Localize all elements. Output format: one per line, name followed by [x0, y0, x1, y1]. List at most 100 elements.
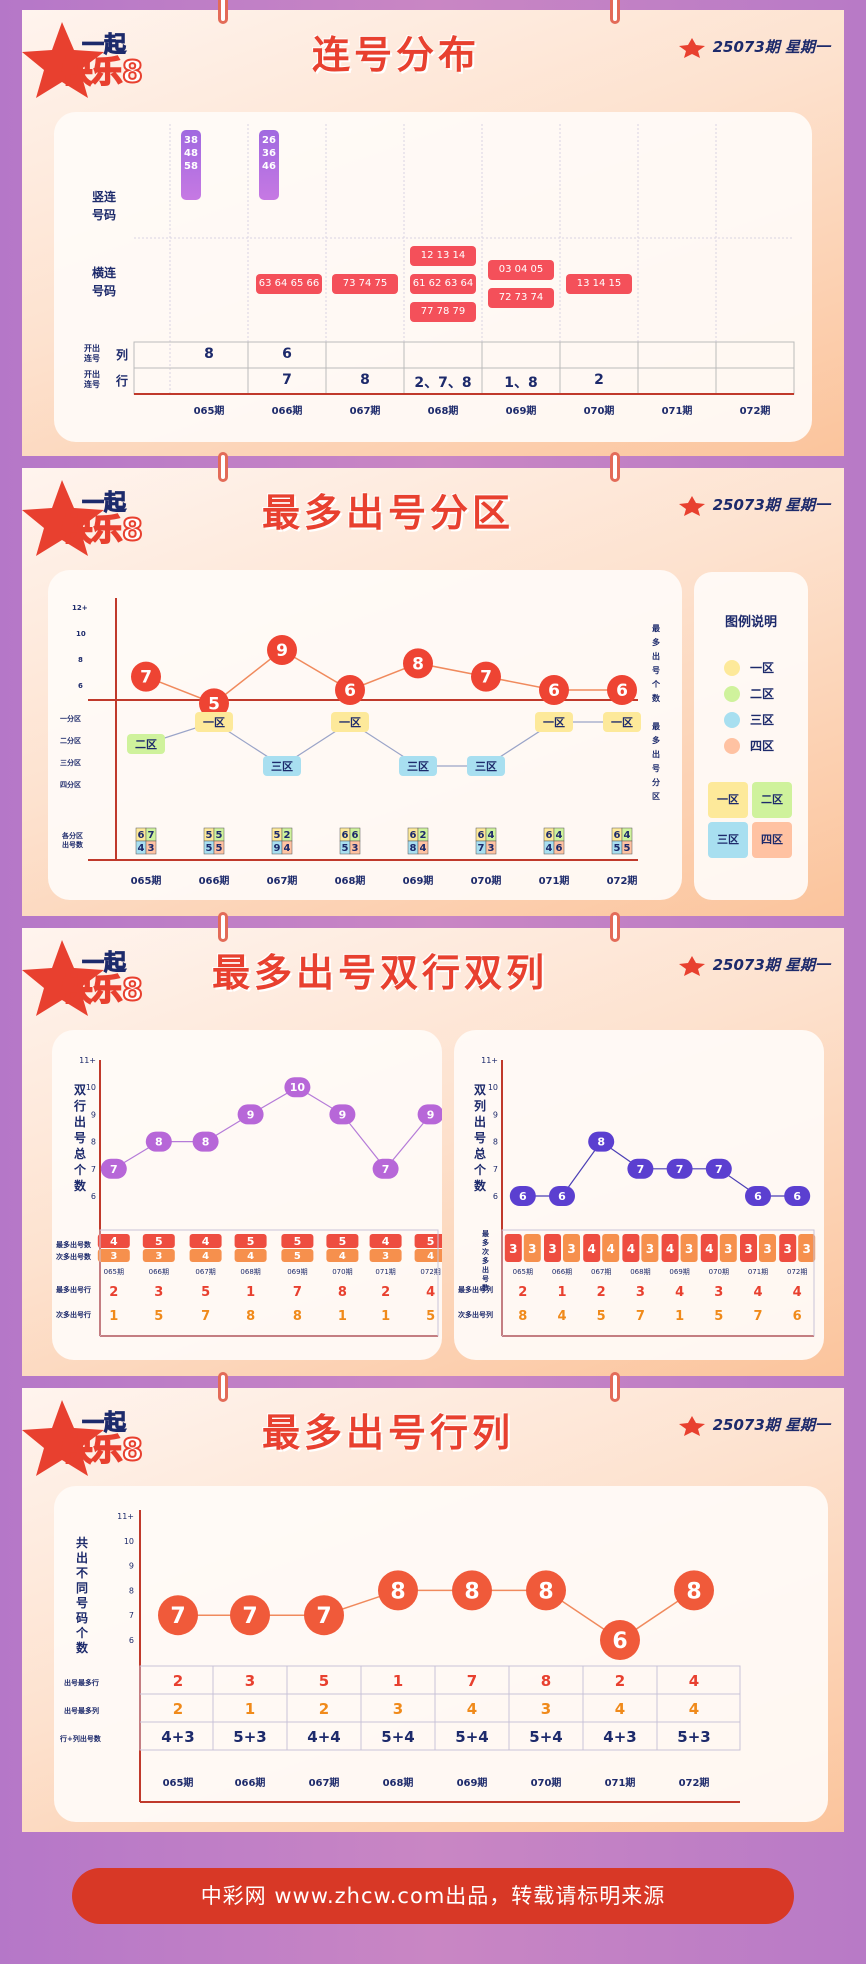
- row-value: 8: [360, 372, 370, 388]
- value-label: 8: [202, 1136, 210, 1149]
- row-value: 1、8: [504, 375, 538, 391]
- second-row: 5: [154, 1309, 163, 1324]
- legend-tile: 四区: [752, 822, 792, 858]
- most-col: 4: [467, 1700, 477, 1718]
- period-label: 065期: [193, 406, 225, 417]
- most-col: 4: [793, 1285, 802, 1300]
- y-tick: 8: [78, 656, 83, 664]
- most-row: 4: [426, 1285, 435, 1300]
- second-box: [142, 1249, 175, 1262]
- value-label: 8: [597, 1136, 605, 1149]
- zone-tag: [535, 712, 573, 732]
- value-marker: [145, 1131, 172, 1152]
- second-value: 3: [567, 1242, 575, 1256]
- row-col-sum: 5+4: [455, 1728, 488, 1746]
- second-label: 次多出号数: [56, 1253, 91, 1261]
- most-box: [779, 1234, 797, 1262]
- table-row: [139, 1665, 741, 1695]
- second-value: 3: [155, 1251, 162, 1262]
- section-title: 最多出号行列: [262, 1411, 515, 1455]
- svg-text:一起: 一起: [82, 491, 127, 516]
- side-label: 双列出号总个数: [474, 1083, 487, 1193]
- row-col-sum: 5+3: [233, 1728, 266, 1746]
- period-label: 071期: [748, 1268, 768, 1276]
- count-value: 5: [208, 694, 220, 714]
- zone-count: 6: [546, 830, 553, 841]
- period-label: 069期: [505, 406, 537, 417]
- period-label: 072期: [679, 1776, 710, 1789]
- period-label: 071期: [375, 1268, 395, 1276]
- zone-count: 5: [216, 830, 223, 841]
- most-row: 4: [689, 1672, 699, 1690]
- period-label: 069期: [287, 1268, 307, 1276]
- zone-count: 5: [216, 843, 223, 854]
- most-label: 最多出号数: [56, 1241, 91, 1249]
- zone-count: 5: [206, 843, 213, 854]
- y-tick: 12+: [72, 604, 88, 612]
- second-col: 8: [518, 1309, 527, 1324]
- most-value: 4: [202, 1235, 210, 1248]
- second-col: 6: [793, 1309, 802, 1324]
- second-row: 5: [426, 1309, 435, 1324]
- zone-count: 4: [556, 830, 563, 841]
- zone-tick: 一分区: [60, 715, 81, 723]
- zone-count: 5: [274, 830, 281, 841]
- value-label: 6: [612, 1629, 627, 1654]
- most-col: 3: [393, 1700, 403, 1718]
- value-marker: [417, 1104, 442, 1125]
- zone-tag: [603, 712, 641, 732]
- period-label: 070期: [531, 1776, 562, 1789]
- zone-count: 6: [478, 830, 485, 841]
- rowcol-panel: 11+ 10 9 8 7 6 7 7 7 8 8 8 6 8 2 2 4+3 065期 3 1 5+3 066期 5 2 4+4…: [54, 1486, 828, 1822]
- issue-badge: 25073期 星期一: [677, 36, 830, 59]
- side-label-2: 最多次多出号数: [482, 1230, 489, 1292]
- y-tick: 10: [124, 1537, 134, 1546]
- most-row: 8: [541, 1672, 551, 1690]
- most-box: [97, 1234, 130, 1248]
- zone-count: 5: [614, 843, 621, 854]
- y-tick: 9: [129, 1562, 134, 1571]
- period-label: 066期: [149, 1268, 169, 1276]
- period-label: 070期: [709, 1268, 729, 1276]
- value-label: 7: [382, 1163, 390, 1176]
- zone-label: 三区: [475, 760, 497, 773]
- most-row: 2: [173, 1672, 183, 1690]
- second-value: 4: [339, 1251, 346, 1262]
- most-row: 7: [293, 1285, 302, 1300]
- section-zones: 一起 快乐8 最多出号分区 25073期 星期一 7 5 9 6 8 7 6 6 二区 一区 三区 一区…: [22, 452, 844, 916]
- row-col-sum: 5+3: [677, 1728, 710, 1746]
- count-marker: [335, 675, 365, 705]
- most-value: 5: [339, 1235, 347, 1248]
- period-label: 065期: [513, 1268, 533, 1276]
- second-value: 3: [110, 1251, 117, 1262]
- vertical-label: 竖连 号码: [91, 190, 116, 222]
- most-row: 3: [154, 1285, 163, 1300]
- most-col: 2: [173, 1700, 183, 1718]
- count-value: 6: [344, 681, 356, 701]
- value-label: 6: [754, 1190, 762, 1203]
- zone-label: 一区: [543, 716, 565, 729]
- legend-swatch: [724, 738, 740, 754]
- second-box: [234, 1249, 267, 1262]
- period-label: 066期: [552, 1268, 572, 1276]
- most-col: 4: [675, 1285, 684, 1300]
- value-label: 6: [519, 1190, 527, 1203]
- second-value: 3: [803, 1242, 811, 1256]
- zone-count: 6: [614, 830, 621, 841]
- legend-tile: 一区: [708, 782, 748, 818]
- issue-badge: 25073期 星期一: [677, 494, 830, 517]
- zone-count: 4: [420, 843, 427, 854]
- value-marker: [526, 1570, 566, 1611]
- hanger-ring: [218, 912, 228, 942]
- second-row: 1: [338, 1309, 347, 1324]
- most-box: [740, 1234, 757, 1262]
- issue-badge: 25073期 星期一: [677, 1414, 830, 1437]
- second-value: 3: [528, 1242, 536, 1256]
- value-marker: [509, 1186, 536, 1206]
- side-label: 双行出号总个数: [74, 1083, 87, 1193]
- zone-tick: 二分区: [60, 737, 81, 745]
- legend-item: 二区: [750, 687, 775, 701]
- zone-label: 一区: [203, 716, 225, 729]
- zone-count: 3: [352, 843, 359, 854]
- grid-label: 各分区 出号数: [62, 832, 83, 849]
